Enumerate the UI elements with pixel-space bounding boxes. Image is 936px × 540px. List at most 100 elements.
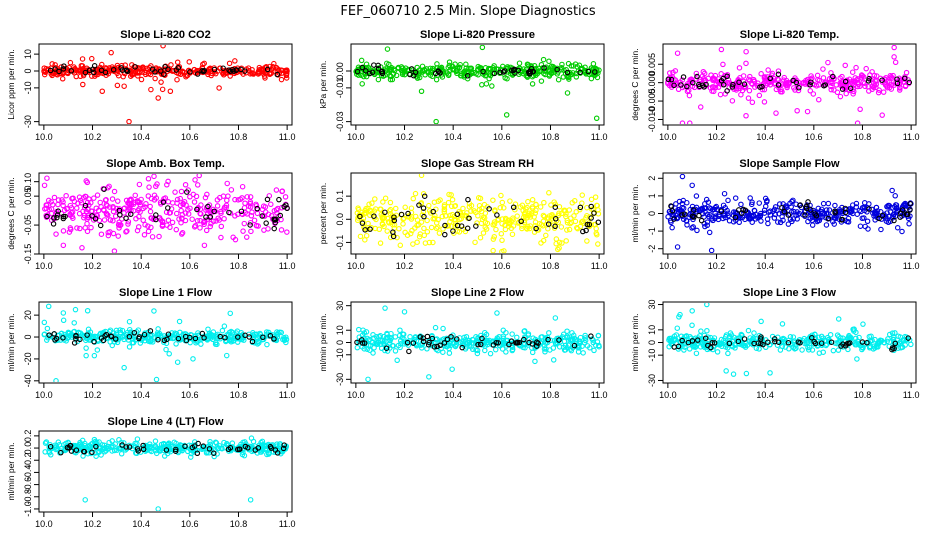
data-point	[394, 206, 398, 210]
data-point	[490, 84, 494, 88]
data-point	[800, 348, 804, 352]
data-point	[699, 329, 703, 333]
y-tick-label: 0	[647, 340, 657, 345]
data-point	[171, 201, 175, 205]
data-point	[739, 202, 743, 206]
data-point	[415, 240, 419, 244]
data-point	[366, 377, 370, 381]
y-tick-label: 0.1	[335, 190, 345, 203]
data-point	[838, 94, 842, 98]
data-point	[780, 322, 784, 326]
data-point	[183, 183, 187, 187]
data-point	[824, 223, 828, 227]
data-point	[102, 218, 106, 222]
data-point	[146, 177, 150, 181]
data-point	[766, 221, 770, 225]
y-axis-label: ml/min per min.	[6, 313, 16, 371]
data-point	[376, 77, 380, 81]
data-point	[836, 348, 840, 352]
data-point	[197, 173, 201, 177]
data-point	[596, 242, 600, 246]
data-point	[826, 60, 830, 64]
data-point	[861, 322, 865, 326]
data-point	[675, 51, 679, 55]
data-point	[228, 311, 232, 315]
panel-title: Slope Li-820 Temp.	[740, 29, 839, 41]
data-point	[881, 90, 885, 94]
panel-p8: Slope Line 2 Flow10.0 10.2 10.4 10.6 10.8 11.…	[318, 287, 608, 400]
data-point	[169, 63, 173, 67]
x-tick-label: 11.0	[279, 132, 296, 142]
data-point	[499, 232, 503, 236]
data-point	[179, 208, 183, 212]
data-point	[160, 87, 164, 91]
data-point	[699, 218, 703, 222]
data-point	[403, 205, 407, 209]
data-point	[517, 61, 521, 65]
y-tick-label: 0.2	[23, 430, 33, 443]
data-point	[54, 379, 58, 383]
data-point	[478, 236, 482, 240]
data-point	[85, 309, 89, 313]
data-point	[858, 224, 862, 228]
figure-title: FEF_060710 2.5 Min. Slope Diagnostics	[340, 4, 595, 19]
data-point	[204, 228, 208, 232]
data-point	[480, 83, 484, 87]
x-tick-label: 10.6	[805, 390, 823, 400]
data-point	[159, 80, 163, 84]
data-point	[283, 195, 287, 199]
data-point	[54, 232, 58, 236]
data-point	[746, 328, 750, 332]
data-point	[45, 176, 49, 180]
y-axis-label: degrees C per min.	[6, 177, 16, 249]
data-point	[279, 77, 283, 81]
data-point	[893, 194, 897, 198]
x-tick-label: 10.4	[756, 390, 774, 400]
data-point	[56, 202, 60, 206]
data-point	[419, 89, 423, 93]
data-points	[42, 173, 289, 253]
data-point	[429, 225, 433, 229]
data-point	[383, 306, 387, 310]
x-tick-label: 10.4	[444, 132, 462, 142]
data-point	[832, 88, 836, 92]
data-point	[99, 223, 103, 227]
x-tick-label: 10.2	[84, 519, 102, 529]
data-point	[565, 91, 569, 95]
data-point	[154, 451, 158, 455]
data-point	[388, 200, 392, 204]
data-point	[89, 225, 93, 229]
data-point	[148, 204, 152, 208]
data-point	[225, 198, 229, 202]
data-point	[116, 234, 120, 238]
data-point	[531, 350, 535, 354]
y-axis-label: ml/min per min.	[630, 313, 640, 371]
data-point	[581, 351, 585, 355]
panel-title: Slope Sample Flow	[739, 158, 840, 170]
data-point	[757, 201, 761, 205]
x-tick-label: 11.0	[591, 261, 608, 271]
data-point	[864, 66, 868, 70]
data-point	[85, 221, 89, 225]
data-point	[75, 206, 79, 210]
x-tick-label: 10.8	[854, 390, 872, 400]
data-point	[695, 228, 699, 232]
data-point	[559, 225, 563, 229]
data-point	[174, 227, 178, 231]
data-point	[95, 193, 99, 197]
data-point	[372, 63, 376, 67]
data-point	[510, 332, 514, 336]
data-point	[483, 348, 487, 352]
data-points	[42, 304, 289, 383]
y-tick-label: -30	[647, 374, 657, 387]
data-point	[585, 239, 589, 243]
data-point	[175, 60, 179, 64]
data-point	[441, 326, 445, 330]
data-point	[156, 507, 160, 511]
data-point	[164, 347, 168, 351]
x-tick-label: 10.0	[347, 261, 365, 271]
data-point	[119, 452, 123, 456]
data-point	[547, 191, 551, 195]
panel-title: Slope Gas Stream RH	[421, 158, 534, 170]
data-point	[715, 350, 719, 354]
